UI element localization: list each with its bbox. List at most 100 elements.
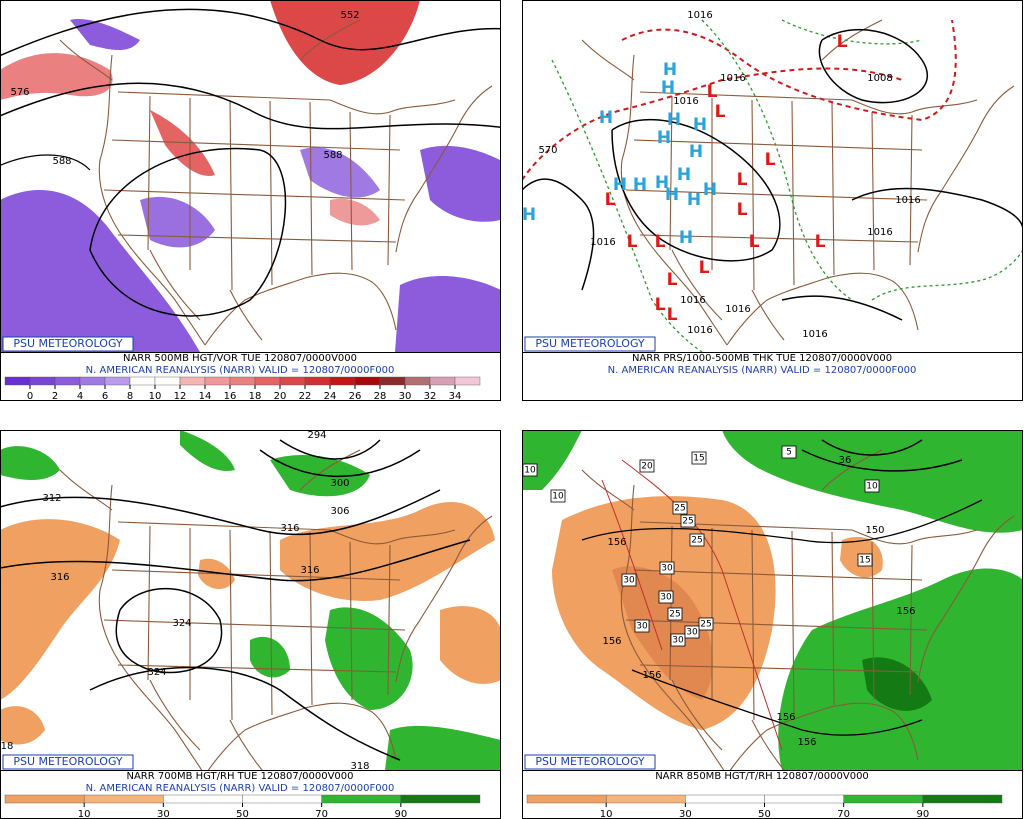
contour: [259, 449, 421, 477]
label-box: [621, 573, 637, 587]
boxed-label: 25: [700, 620, 711, 630]
low: L: [667, 305, 678, 325]
colorbar-segment: [254, 376, 281, 386]
contour-label: 316: [280, 523, 299, 534]
contour-label: 1008: [867, 73, 892, 84]
contour: [0, 489, 441, 536]
contour-label: 576: [10, 87, 29, 98]
field-shading: [180, 430, 235, 471]
field-shading: [385, 725, 501, 770]
colorbar-tick-label: 30: [679, 809, 692, 819]
colorbar-segment: [922, 794, 1003, 804]
contour-label: 570: [538, 145, 557, 156]
geography: [204, 272, 397, 346]
low: L: [737, 170, 748, 190]
field-shading: [280, 501, 495, 601]
contour: [701, 19, 853, 301]
field-shading: [300, 147, 380, 198]
map: 576 588 588 552 PSU METEOROLOGY: [0, 0, 501, 352]
label-box: [781, 445, 797, 459]
colorbar-tick-label: 28: [374, 391, 387, 402]
high: H: [655, 173, 669, 193]
boxed-label: 30: [686, 628, 698, 638]
high: H: [613, 175, 627, 195]
label-box: [698, 617, 714, 631]
logo: PSU METEOROLOGY: [535, 337, 645, 350]
field-shading: [250, 636, 290, 678]
contour: [89, 666, 401, 761]
low: L: [655, 295, 666, 315]
high: H: [679, 228, 693, 248]
colorbar-tick-label: 8: [127, 391, 133, 402]
geography: [98, 484, 203, 770]
colorbar-tick-label: 10: [600, 809, 613, 819]
colorbar-tick-label: 24: [324, 391, 337, 402]
boxed-label: 10: [866, 482, 878, 492]
boxed-label: 25: [669, 610, 680, 620]
colorbar-tick-label: 4: [77, 391, 83, 402]
boxed-label: 10: [552, 492, 564, 502]
contour: [115, 588, 223, 674]
contour: [522, 178, 595, 291]
colorbar-segment: [104, 376, 131, 386]
colorbar-segment: [685, 794, 765, 804]
field-shading: [395, 275, 501, 352]
high: H: [599, 108, 613, 128]
colorbar-segment: [4, 794, 85, 804]
geography: [59, 449, 406, 673]
logo-box: [524, 336, 656, 352]
contour-label: 18: [1, 741, 14, 752]
colorbar-segment: [429, 376, 456, 386]
colorbar-tick-label: 6: [102, 391, 108, 402]
low: L: [655, 232, 666, 252]
colorbar-tick-label: 90: [916, 809, 929, 819]
high: H: [663, 60, 677, 80]
label-box: [658, 590, 674, 604]
contour-label: 588: [323, 150, 342, 161]
map-background: [522, 0, 1023, 352]
colorbar-tick-label: 70: [315, 809, 328, 819]
colorbar-segment: [129, 376, 156, 386]
contour: [0, 154, 91, 171]
boxed-label: 5: [786, 448, 792, 458]
high: H: [693, 115, 707, 135]
label-box: [639, 459, 655, 473]
colorbar-tick-label: 32: [424, 391, 437, 402]
low: L: [627, 232, 638, 252]
high: H: [677, 165, 691, 185]
contour: [621, 19, 957, 122]
geography: [669, 95, 913, 291]
colorbar-segment: [83, 794, 164, 804]
geography: [726, 272, 919, 346]
contour: [89, 147, 287, 317]
colorbar-segment: [454, 376, 481, 386]
colorbar-segment: [179, 376, 206, 386]
header-line: N. AMERICAN REANALYSIS (NARR) VALID = 12…: [608, 365, 917, 376]
colorbar-tick-label: 70: [837, 809, 850, 819]
field-shading: [325, 607, 413, 710]
contour-label: 1016: [725, 304, 750, 315]
label-box: [689, 533, 705, 547]
label-box: [659, 561, 675, 575]
boxed-label: 10: [524, 466, 536, 476]
label-box: [634, 619, 650, 633]
contour: [601, 479, 663, 651]
map: 294 312 316 300 306 316 316 324 324 318 18 PSU METE…: [0, 430, 501, 770]
low: L: [667, 270, 678, 290]
colorbar-segment: [279, 376, 306, 386]
high: H: [522, 205, 536, 225]
geography: [395, 515, 493, 683]
colorbar-tick-label: 10: [78, 809, 91, 819]
low: L: [605, 190, 616, 210]
high: H: [661, 78, 675, 98]
contour-label: 156: [602, 636, 621, 647]
colorbar-tick-label: 30: [399, 391, 412, 402]
geography: [395, 85, 493, 253]
geography: [59, 19, 406, 243]
field-shading: [440, 606, 501, 684]
colorbar-segment: [605, 794, 686, 804]
colorbar-tick-label: 18: [249, 391, 262, 402]
contour: [611, 118, 781, 262]
